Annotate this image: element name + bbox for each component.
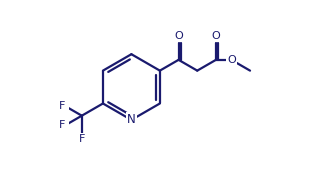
Text: F: F xyxy=(59,120,65,130)
Text: O: O xyxy=(227,55,236,65)
Text: O: O xyxy=(212,31,220,41)
Text: N: N xyxy=(127,113,136,126)
Text: F: F xyxy=(59,101,65,111)
Text: O: O xyxy=(174,31,183,41)
Text: F: F xyxy=(79,134,85,144)
